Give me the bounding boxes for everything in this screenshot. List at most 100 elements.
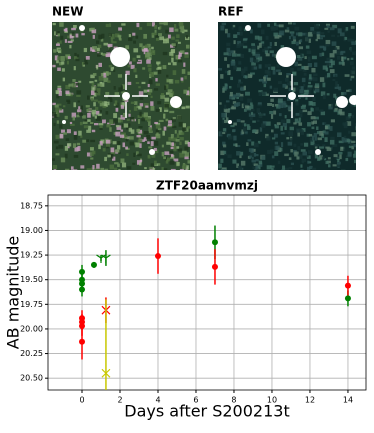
noise	[307, 63, 312, 68]
noise	[313, 144, 317, 147]
noise	[299, 39, 303, 43]
noise	[290, 67, 294, 73]
noise	[350, 57, 354, 60]
noise	[345, 27, 349, 31]
noise	[341, 169, 346, 170]
noise	[232, 159, 237, 164]
noise	[237, 31, 240, 35]
noise	[107, 80, 111, 83]
noise	[227, 64, 230, 68]
noise	[161, 151, 165, 157]
noise	[89, 147, 94, 150]
noise	[293, 143, 297, 147]
noise	[174, 130, 177, 134]
noise	[335, 50, 341, 56]
noise	[309, 137, 314, 142]
noise	[165, 118, 169, 122]
noise	[76, 94, 81, 97]
noise	[144, 103, 149, 108]
noise	[337, 161, 341, 165]
noise	[74, 147, 79, 152]
noise	[148, 146, 153, 149]
noise	[82, 121, 88, 125]
noise	[95, 91, 101, 96]
noise	[314, 153, 318, 159]
noise	[224, 119, 229, 124]
noise	[156, 61, 161, 65]
noise	[348, 113, 352, 117]
noise	[339, 111, 345, 116]
noise	[277, 81, 282, 85]
noise	[274, 26, 279, 30]
noise	[307, 160, 310, 164]
noise	[277, 160, 281, 165]
noise	[233, 122, 237, 126]
x-tick-label: 14	[343, 396, 353, 405]
noise	[224, 83, 228, 87]
noise	[300, 53, 303, 56]
noise	[249, 152, 254, 157]
noise	[70, 39, 74, 42]
noise	[257, 164, 261, 170]
noise	[321, 52, 325, 57]
noise	[172, 91, 175, 96]
noise	[150, 101, 154, 106]
noise	[319, 32, 325, 35]
noise	[84, 58, 88, 63]
noise	[146, 134, 151, 140]
noise	[139, 96, 144, 100]
noise	[350, 69, 356, 75]
noise	[100, 73, 104, 77]
noise	[350, 142, 355, 146]
noise	[286, 119, 291, 124]
noise	[108, 44, 111, 50]
noise	[174, 79, 180, 84]
noise	[102, 53, 105, 56]
noise	[154, 25, 158, 29]
noise	[66, 129, 71, 134]
noise	[92, 34, 95, 39]
noise	[348, 130, 351, 134]
noise	[330, 136, 335, 141]
noise	[258, 91, 261, 97]
noise	[138, 106, 142, 110]
noise	[264, 47, 269, 52]
noise	[269, 85, 273, 89]
noise	[223, 108, 227, 113]
noise	[326, 57, 331, 61]
noise	[251, 108, 255, 112]
noise	[242, 45, 248, 49]
noise	[297, 67, 302, 71]
noise	[108, 95, 112, 100]
noise	[319, 45, 325, 49]
noise	[334, 86, 339, 90]
noise	[322, 144, 326, 148]
noise	[156, 132, 159, 136]
noise	[218, 169, 222, 170]
noise	[231, 96, 236, 100]
noise	[341, 59, 345, 64]
noise	[170, 168, 176, 170]
noise	[295, 99, 299, 103]
noise	[327, 157, 331, 160]
noise	[247, 73, 253, 79]
star	[79, 25, 85, 31]
noise	[159, 36, 164, 41]
noise	[299, 89, 304, 94]
noise	[184, 155, 189, 160]
noise	[255, 129, 259, 134]
noise	[54, 55, 59, 61]
noise	[308, 81, 311, 85]
noise	[288, 35, 291, 40]
noise	[172, 62, 177, 66]
noise	[306, 35, 312, 39]
noise	[104, 156, 108, 162]
noise	[256, 108, 261, 113]
noise	[56, 95, 60, 99]
noise	[57, 42, 60, 45]
noise	[69, 34, 74, 39]
noise	[301, 158, 306, 162]
noise	[138, 27, 143, 30]
noise	[175, 139, 180, 142]
noise	[280, 142, 284, 148]
